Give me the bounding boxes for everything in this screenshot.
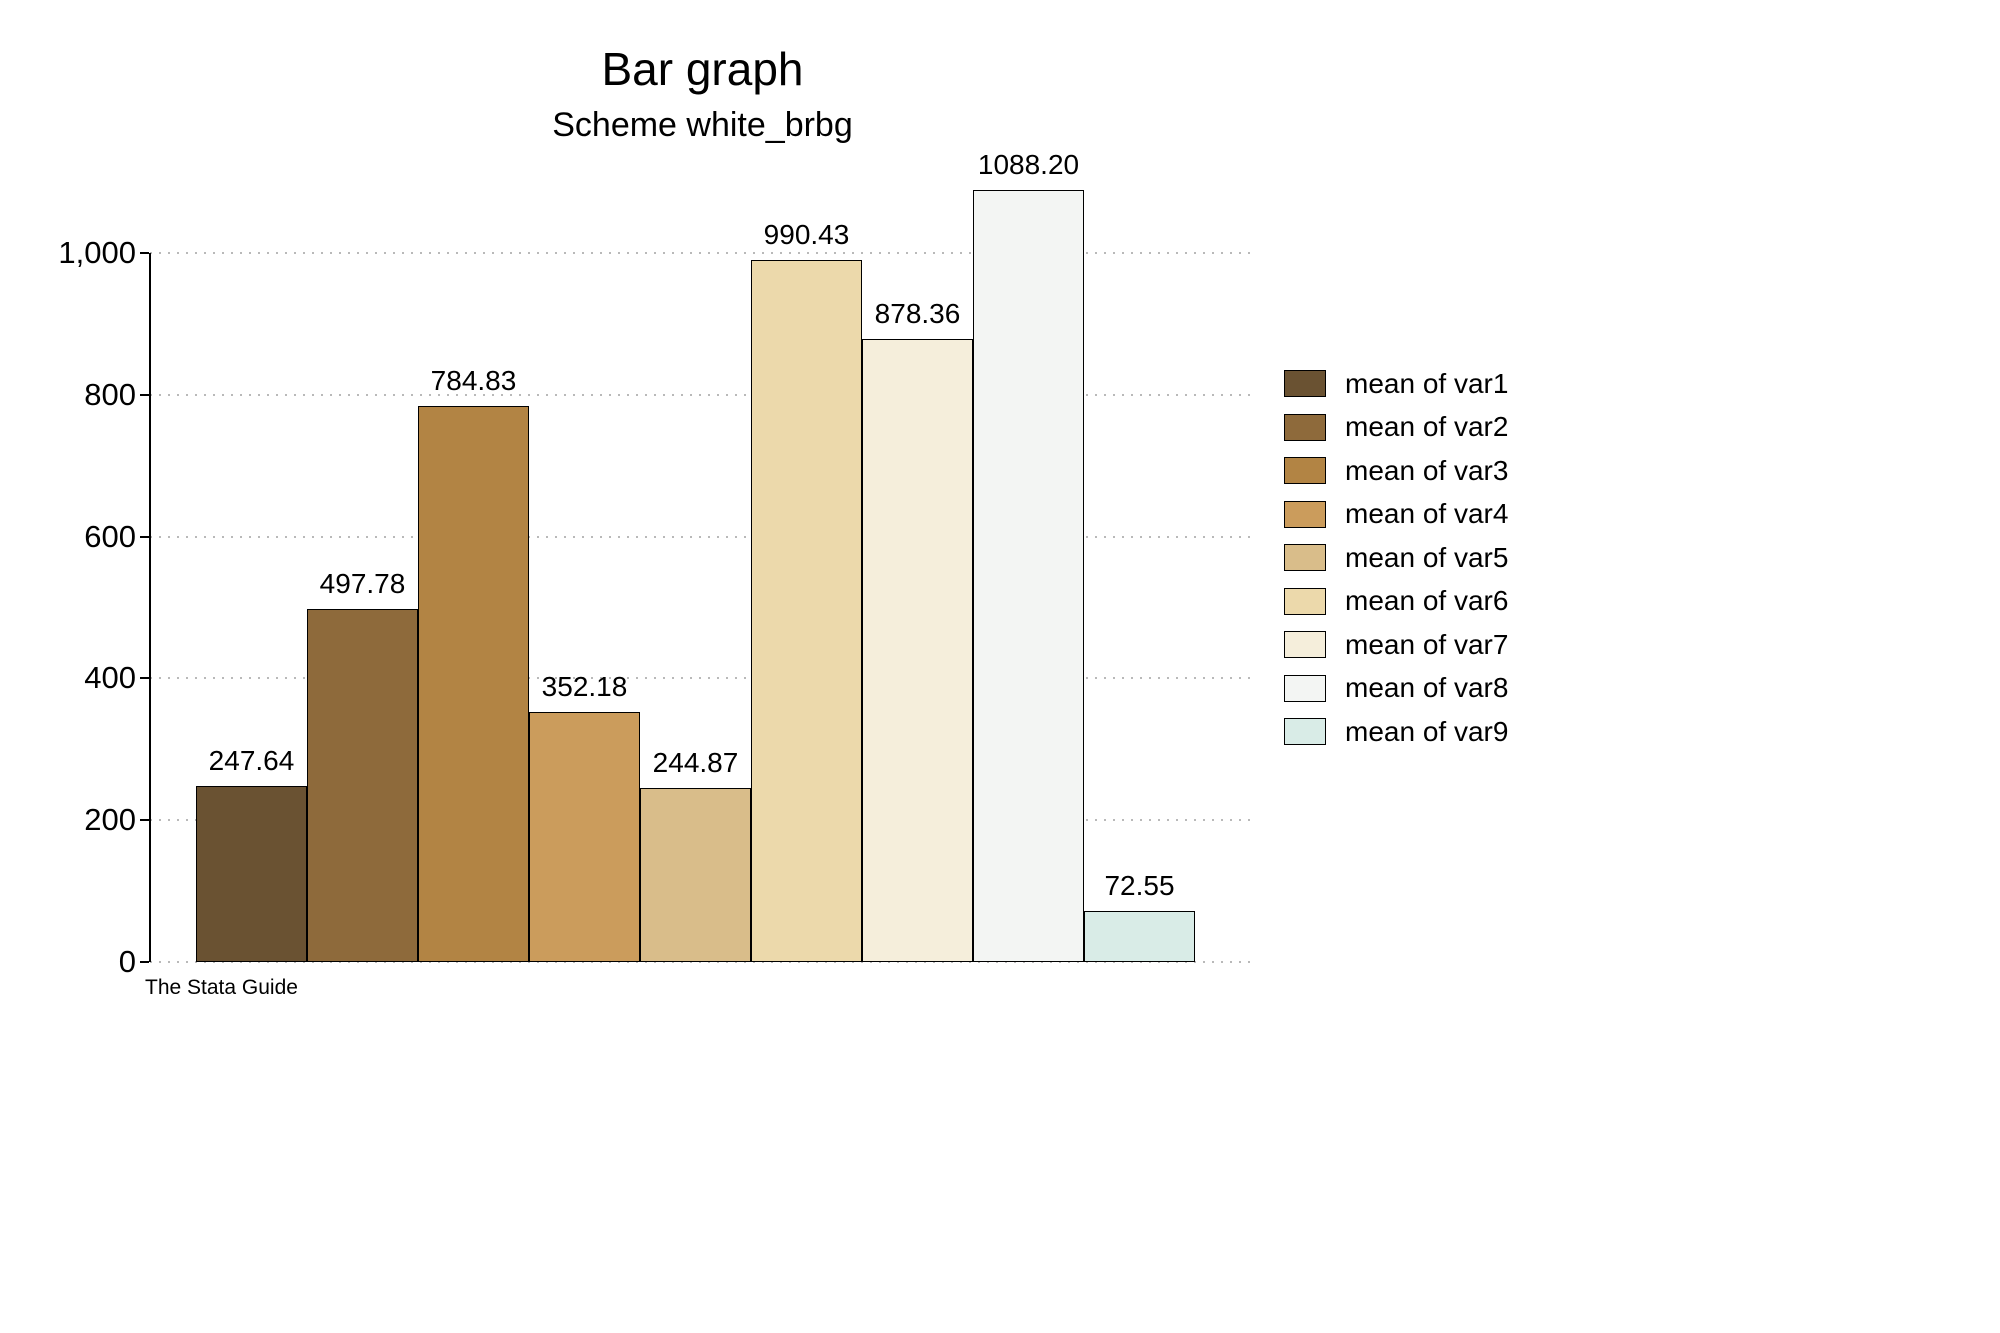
bar-var7: [862, 339, 973, 962]
bar-var3: [418, 405, 529, 962]
legend-label: mean of var4: [1345, 498, 1509, 530]
legend-label: mean of var3: [1345, 454, 1509, 486]
legend-swatch: [1284, 544, 1326, 572]
legend-item: mean of var2: [1284, 406, 1508, 450]
legend-swatch: [1284, 587, 1326, 615]
bar-value-label: 990.43: [763, 218, 850, 250]
y-axis-tick-label: 600: [84, 518, 136, 554]
y-axis-tick: [140, 961, 149, 963]
legend-label: mean of var2: [1345, 411, 1509, 443]
legend-label: mean of var8: [1345, 672, 1509, 704]
bar-value-label: 878.36: [874, 298, 961, 330]
legend-swatch: [1284, 500, 1326, 528]
legend-swatch: [1284, 718, 1326, 746]
legend-label: mean of var6: [1345, 585, 1509, 617]
bar-value-label: 784.83: [430, 364, 517, 396]
y-axis-tick: [140, 819, 149, 822]
y-axis-line: [149, 253, 151, 962]
y-axis-tick-label: 1,000: [58, 235, 136, 270]
bar-var5: [640, 788, 751, 962]
y-axis-tick-label: 200: [84, 802, 136, 838]
legend-item: mean of var8: [1284, 667, 1508, 711]
legend: mean of var1 mean of var2 mean of var3 mean…: [1284, 362, 1508, 754]
legend-item: mean of var5: [1284, 536, 1508, 580]
legend-item: mean of var9: [1284, 710, 1508, 754]
bar-var6: [751, 259, 862, 962]
gridline: [150, 677, 1255, 680]
legend-label: mean of var5: [1345, 541, 1509, 573]
bar-var4: [529, 712, 640, 962]
legend-swatch: [1284, 413, 1326, 441]
chart-caption: The Stata Guide: [145, 976, 298, 999]
y-axis-tick-label: 0: [118, 944, 136, 979]
legend-swatch: [1284, 674, 1326, 702]
y-axis-tick: [140, 252, 149, 254]
bar-var1: [196, 786, 307, 962]
legend-item: mean of var6: [1284, 580, 1508, 624]
legend-item: mean of var7: [1284, 623, 1508, 667]
legend-item: mean of var3: [1284, 449, 1508, 493]
y-axis-tick: [140, 393, 149, 396]
legend-swatch: [1284, 631, 1326, 659]
bar-var9: [1084, 910, 1195, 962]
bar-value-label: 497.78: [319, 568, 406, 600]
plot-area: 247.64 497.78 784.83 352.18 244.87 990.43 878.…: [140, 150, 1255, 963]
bar-var8: [973, 190, 1084, 962]
y-axis-tick-label: 400: [84, 660, 136, 696]
bar-value-label: 244.87: [652, 747, 739, 779]
y-axis-tick-label: 800: [84, 376, 136, 412]
gridline: [150, 535, 1255, 538]
chart-title: Bar graph: [601, 43, 804, 95]
chart-subtitle: Scheme white_brbg: [552, 106, 853, 144]
bar-value-label: 247.64: [208, 745, 295, 777]
bar-value-label: 72.55: [1104, 869, 1175, 901]
legend-swatch: [1284, 457, 1326, 485]
legend-label: mean of var7: [1345, 628, 1509, 660]
y-axis-tick: [140, 535, 149, 538]
gridline: [150, 252, 1255, 254]
legend-label: mean of var1: [1345, 367, 1509, 399]
y-axis-tick: [140, 677, 149, 680]
legend-label: mean of var9: [1345, 715, 1509, 747]
legend-item: mean of var4: [1284, 493, 1508, 537]
bar-value-label: 1088.20: [977, 149, 1080, 181]
bar-value-label: 352.18: [541, 671, 628, 703]
legend-item: mean of var1: [1284, 362, 1508, 406]
gridline: [150, 393, 1255, 396]
bar-var2: [307, 609, 418, 962]
legend-swatch: [1284, 370, 1326, 398]
gridline: [150, 961, 1255, 963]
